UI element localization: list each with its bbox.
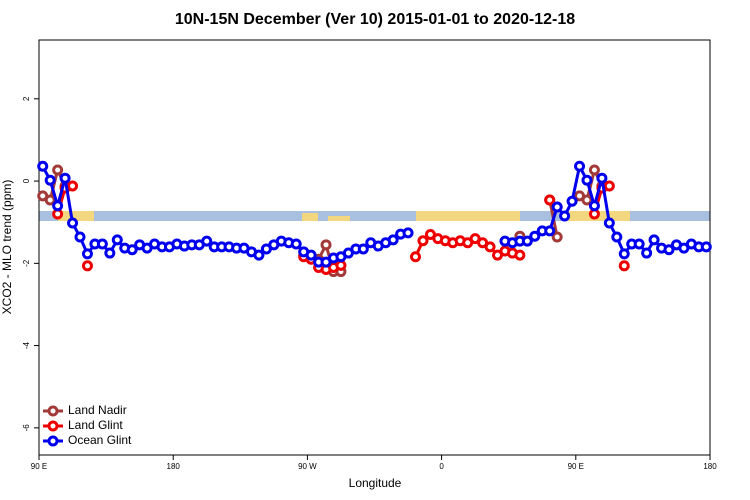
data-point (126, 244, 138, 256)
data-point (581, 194, 593, 206)
data-point (559, 210, 571, 222)
y-tick-label: 0 (22, 178, 31, 183)
legend-marker (47, 405, 59, 417)
land-patch (58, 211, 94, 221)
data-point (581, 174, 593, 186)
data-point (544, 225, 556, 237)
x-tick-label: 180 (703, 462, 717, 471)
data-point (290, 238, 302, 250)
data-point (44, 194, 56, 206)
data-point (551, 201, 563, 213)
x-tick-label: 90 E (31, 462, 47, 471)
data-point (521, 235, 533, 247)
data-point (618, 248, 630, 260)
data-point (551, 231, 563, 243)
data-point (67, 180, 79, 192)
data-point (81, 260, 93, 272)
data-point (44, 174, 56, 186)
legend-label: Land Glint (68, 418, 123, 432)
land-patch (328, 216, 350, 221)
legend-marker (47, 420, 59, 432)
data-point (37, 160, 49, 172)
y-tick-label: -2 (22, 259, 31, 267)
y-axis-label: XCO2 - MLO trend (ppm) (0, 180, 14, 315)
legend-label: Land Nadir (68, 403, 127, 417)
data-point (357, 243, 369, 255)
data-point (700, 241, 712, 253)
data-point (648, 234, 660, 246)
x-tick-label: 90 E (568, 462, 584, 471)
data-point (641, 247, 653, 259)
legend-label: Ocean Glint (68, 433, 132, 447)
data-point (387, 234, 399, 246)
data-point (402, 227, 414, 239)
x-tick-label: 90 W (298, 462, 317, 471)
data-point (417, 235, 429, 247)
data-point (96, 238, 108, 250)
data-point (410, 251, 422, 263)
x-tick-label: 0 (439, 462, 444, 471)
data-point (603, 217, 615, 229)
data-point (52, 164, 64, 176)
data-point (111, 234, 123, 246)
data-point (67, 217, 79, 229)
data-point (484, 241, 496, 253)
data-point (588, 200, 600, 212)
data-point (544, 194, 556, 206)
data-point (74, 231, 86, 243)
data-point (104, 247, 116, 259)
data-point (253, 249, 265, 261)
data-point (633, 238, 645, 250)
series-line (42, 165, 604, 274)
land-patch (302, 213, 318, 221)
data-point (320, 239, 332, 251)
data-point (663, 244, 675, 256)
data-point (514, 249, 526, 261)
x-axis-label: Longitude (349, 476, 402, 490)
legend-marker (47, 435, 59, 447)
data-point (305, 249, 317, 261)
y-tick-label: 2 (22, 96, 31, 101)
ocean-band (39, 211, 710, 221)
y-tick-label: -6 (22, 424, 31, 432)
land-patch (416, 211, 520, 221)
data-point (59, 172, 71, 184)
data-point (81, 248, 93, 260)
data-point (603, 180, 615, 192)
data-point (618, 260, 630, 272)
data-point (52, 200, 64, 212)
data-point (596, 172, 608, 184)
data-point (201, 235, 213, 247)
y-tick-label: -4 (22, 341, 31, 349)
chart-title: 10N-15N December (Ver 10) 2015-01-01 to … (175, 11, 575, 28)
data-point (574, 160, 586, 172)
data-point (611, 231, 623, 243)
data-point (566, 195, 578, 207)
x-tick-label: 180 (167, 462, 181, 471)
data-point (588, 164, 600, 176)
data-point (335, 259, 347, 271)
data-point (529, 230, 541, 242)
